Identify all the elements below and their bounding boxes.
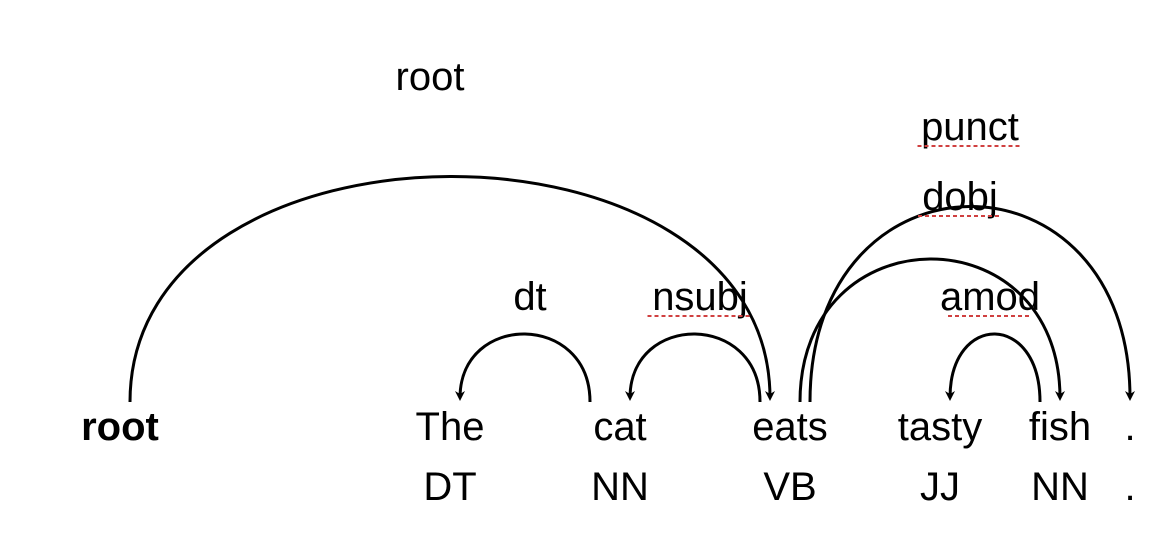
dependency-parse-diagram: root dt nsubj amod dobj punct root The cat eats t… — [0, 0, 1166, 548]
arc-label-root: root — [396, 55, 465, 99]
token-period: . — [1124, 405, 1135, 449]
token-tasty: tasty — [898, 405, 982, 449]
pos-fish: NN — [1031, 465, 1089, 509]
tokens-layer: root The cat eats tasty fish. — [81, 405, 1135, 449]
arc-label-nsubj: nsubj — [652, 275, 748, 319]
token-the: The — [416, 405, 485, 449]
arc-label-dobj: dobj — [922, 175, 998, 219]
pos-tags-layer: DT NN VB JJ NN. — [423, 465, 1135, 509]
arc-dt-cat-the — [460, 334, 590, 402]
pos-period: . — [1124, 465, 1135, 509]
token-root: root — [81, 405, 159, 449]
arc-labels-layer: root dt nsubj amod dobj punct — [396, 55, 1041, 319]
arc-amod-fish-tasty — [950, 334, 1040, 402]
token-eats: eats — [752, 405, 828, 449]
pos-eats: VB — [763, 465, 816, 509]
token-cat: cat — [593, 405, 646, 449]
pos-the: DT — [423, 465, 476, 509]
arc-label-amod: amod — [940, 275, 1040, 319]
pos-cat: NN — [591, 465, 649, 509]
arc-label-dt: dt — [513, 275, 546, 319]
arc-label-punct: punct — [921, 105, 1019, 149]
arc-nsubj-eats-cat — [630, 334, 760, 402]
pos-tasty: JJ — [920, 465, 960, 509]
token-fish: fish — [1029, 405, 1091, 449]
